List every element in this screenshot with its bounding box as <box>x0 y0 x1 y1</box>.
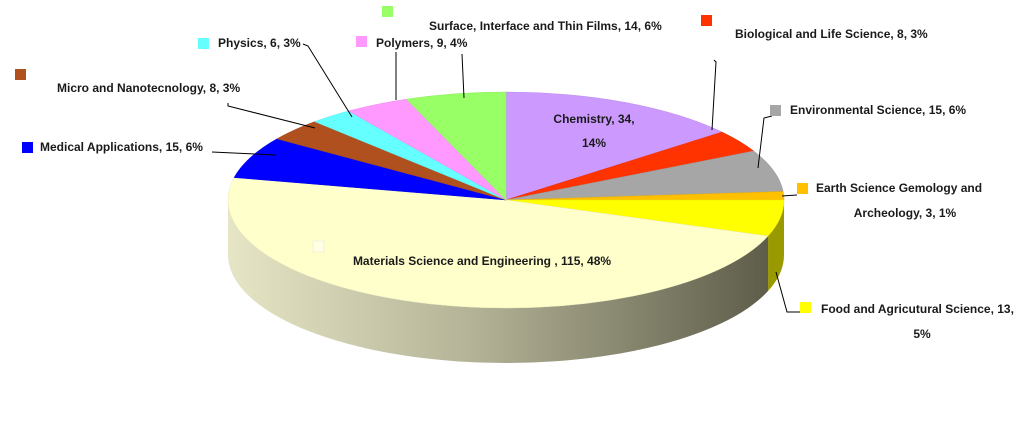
leader-line-10 <box>461 53 465 99</box>
pie-sides <box>228 200 785 363</box>
slice-label-1-line-0: Biological and Life Science, 8, 3% <box>735 27 928 41</box>
slice-label-3-line-1: Archeology, 3, 1% <box>854 206 957 220</box>
label-swatch-5 <box>312 240 325 253</box>
leader-line-1 <box>711 59 717 131</box>
leader-line-6 <box>211 151 277 156</box>
label-swatch-1 <box>701 15 712 26</box>
slice-side-5 <box>228 200 769 363</box>
slice-labels: Chemistry, 34, 14% Biological and Life Sci… <box>15 6 1014 341</box>
slice-label-0-line-1: 14% <box>582 136 606 150</box>
leader-line-3 <box>781 194 798 197</box>
slice-label-8-line-0: Physics, 6, 3% <box>218 36 301 50</box>
slice-label-9-line-0: Polymers, 9, 4% <box>376 36 468 50</box>
slice-side-4 <box>768 200 785 292</box>
label-swatch-6 <box>22 142 33 153</box>
slice-label-0-line-0: Chemistry, 34, <box>553 112 634 126</box>
slice-chemistry <box>505 91 723 201</box>
leader-line-2 <box>757 115 773 169</box>
label-swatch-4 <box>800 302 811 313</box>
leader-line-8 <box>302 43 353 118</box>
slice-label-4-line-1: 5% <box>913 327 931 341</box>
slice-label-3-line-0: Earth Science Gemology and <box>816 181 982 195</box>
leader-line-7 <box>227 103 316 129</box>
slice-label-6-line-0: Medical Applications, 15, 6% <box>40 140 203 154</box>
slice-materials-science-and-engineering <box>227 177 769 309</box>
slice-label-7-line-0: Micro and Nanotecnology, 8, 3% <box>57 81 240 95</box>
label-swatch-10 <box>382 6 393 17</box>
slice-label-2-line-0: Environmental Science, 15, 6% <box>790 103 966 117</box>
slice-label-10-line-0: Surface, Interface and Thin Films, 14, 6… <box>429 19 662 33</box>
pie-tops <box>227 91 785 309</box>
slice-label-4-line-0: Food and Agricutural Science, 13, <box>821 302 1014 316</box>
slice-label-5-line-0: Materials Science and Engineering , 115,… <box>353 254 611 268</box>
leader-lines <box>211 43 800 313</box>
label-swatch-8 <box>198 38 209 49</box>
label-swatch-3 <box>797 183 808 194</box>
leader-line-4 <box>775 271 800 313</box>
slice-surface-interface-and-thin-films <box>405 91 507 201</box>
label-swatch-9 <box>356 36 367 47</box>
label-swatch-2 <box>770 105 781 116</box>
label-swatch-7 <box>15 69 26 80</box>
